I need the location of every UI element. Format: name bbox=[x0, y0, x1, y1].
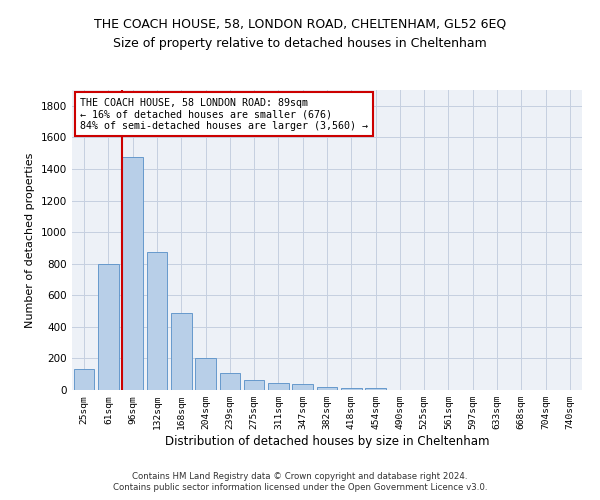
X-axis label: Distribution of detached houses by size in Cheltenham: Distribution of detached houses by size … bbox=[165, 435, 489, 448]
Bar bbox=[220, 374, 240, 390]
Bar bbox=[195, 358, 216, 390]
Text: Contains public sector information licensed under the Open Government Licence v3: Contains public sector information licen… bbox=[113, 484, 487, 492]
Bar bbox=[268, 384, 289, 390]
Bar bbox=[244, 380, 265, 390]
Bar bbox=[341, 388, 362, 390]
Y-axis label: Number of detached properties: Number of detached properties bbox=[25, 152, 35, 328]
Text: Contains HM Land Registry data © Crown copyright and database right 2024.: Contains HM Land Registry data © Crown c… bbox=[132, 472, 468, 481]
Bar bbox=[365, 388, 386, 390]
Bar bbox=[98, 264, 119, 390]
Bar bbox=[122, 157, 143, 390]
Bar bbox=[317, 386, 337, 390]
Bar bbox=[171, 312, 191, 390]
Bar bbox=[146, 252, 167, 390]
Text: Size of property relative to detached houses in Cheltenham: Size of property relative to detached ho… bbox=[113, 38, 487, 51]
Bar bbox=[292, 384, 313, 390]
Text: THE COACH HOUSE, 58 LONDON ROAD: 89sqm
← 16% of detached houses are smaller (676: THE COACH HOUSE, 58 LONDON ROAD: 89sqm ←… bbox=[80, 98, 368, 130]
Text: THE COACH HOUSE, 58, LONDON ROAD, CHELTENHAM, GL52 6EQ: THE COACH HOUSE, 58, LONDON ROAD, CHELTE… bbox=[94, 18, 506, 30]
Bar bbox=[74, 370, 94, 390]
